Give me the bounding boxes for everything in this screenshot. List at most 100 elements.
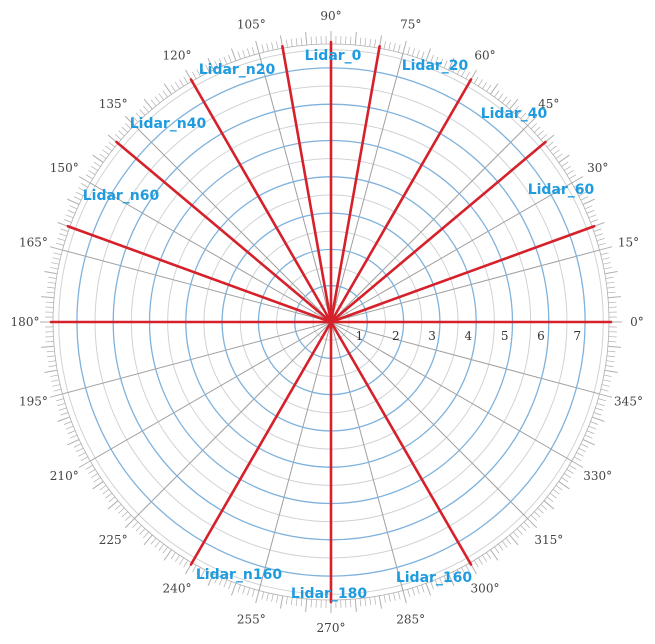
angle-spoke [330, 321, 404, 591]
degree-tick [154, 540, 161, 548]
degree-tick [513, 531, 519, 539]
degree-tick [139, 109, 146, 116]
degree-tick [549, 145, 557, 152]
degree-tick [88, 469, 96, 474]
degree-tick [52, 257, 61, 260]
degree-tick [48, 365, 57, 368]
degree-tick [69, 205, 78, 210]
degree-tick [228, 581, 232, 590]
degree-tick [78, 176, 91, 184]
degree-tick [434, 579, 439, 588]
degree-tick [73, 443, 82, 448]
degree-tick [364, 597, 367, 606]
degree-tick [383, 41, 386, 50]
degree-tick [498, 93, 504, 101]
degree-tick [606, 281, 615, 284]
degree-tick [154, 96, 161, 104]
degree-tick [580, 443, 589, 448]
degree-tick [588, 214, 597, 219]
angle-spoke [330, 182, 573, 323]
degree-tick [78, 460, 91, 468]
degree-tick [174, 554, 180, 563]
angle-labels: 0° 15° 30° 45° 60° 75° 90° 105° 120° 135° 150° 165°… [11, 9, 644, 635]
degree-tick [135, 525, 142, 532]
degree-tick [46, 291, 55, 294]
degree-tick [92, 154, 104, 163]
degree-tick [534, 126, 541, 133]
degree-tick [407, 589, 411, 598]
degree-tick [266, 592, 269, 601]
degree-tick [58, 233, 67, 237]
degree-tick [561, 477, 569, 483]
degree-tick [465, 71, 470, 80]
degree-tick [520, 525, 527, 532]
degree-tick [573, 183, 582, 188]
degree-tick [228, 54, 232, 63]
degree-tick [607, 345, 621, 348]
degree-tick [369, 38, 372, 47]
degree-tick [247, 48, 251, 57]
degree-tick [242, 49, 246, 58]
degree-tick [486, 552, 492, 560]
degree-tick [51, 379, 60, 382]
degree-tick [237, 51, 241, 60]
degree-tick [486, 84, 492, 92]
degree-tick [439, 577, 444, 586]
degree-tick [65, 425, 74, 430]
angle-spoke [134, 321, 332, 519]
radial-label: 2 [392, 329, 400, 343]
degree-tick [588, 425, 597, 430]
degree-tick [571, 460, 584, 468]
degree-tick [397, 44, 401, 53]
degree-tick [558, 481, 570, 490]
degree-tick [55, 398, 64, 402]
degree-tick [600, 388, 609, 392]
degree-tick [482, 554, 488, 563]
degree-tick [558, 154, 570, 163]
degree-tick [192, 564, 197, 573]
degree-tick [69, 434, 78, 439]
degree-tick [607, 350, 616, 353]
degree-tick [527, 518, 538, 529]
degree-tick [600, 252, 609, 256]
degree-tick [163, 83, 172, 95]
degree-tick [388, 42, 391, 51]
degree-tick [448, 573, 455, 586]
degree-tick [196, 69, 201, 77]
degree-tick [300, 37, 303, 46]
degree-tick [397, 591, 401, 600]
degree-tick [443, 575, 448, 584]
degree-tick [50, 374, 59, 377]
lidar-beam [329, 140, 547, 324]
degree-tick [55, 242, 64, 246]
degree-tick [205, 64, 210, 73]
lidar-beams [49, 40, 613, 604]
degree-tick [163, 549, 172, 561]
degree-tick [601, 257, 610, 260]
degree-tick [561, 161, 569, 167]
degree-tick [582, 439, 595, 446]
degree-tick [552, 149, 560, 155]
degree-tick [604, 369, 618, 374]
degree-tick [65, 214, 74, 219]
angle-label: 0° [630, 315, 644, 329]
degree-tick [593, 228, 602, 232]
degree-tick [114, 504, 122, 510]
degree-tick [124, 518, 135, 529]
degree-tick [276, 41, 279, 50]
degree-tick [602, 262, 611, 265]
degree-tick [383, 594, 386, 603]
degree-tick [47, 286, 56, 289]
lidar-beam [115, 140, 333, 324]
degree-tick [279, 595, 284, 609]
degree-tick [114, 134, 122, 140]
degree-tick [170, 84, 176, 92]
degree-tick [271, 593, 274, 602]
degree-tick [421, 584, 425, 593]
degree-tick [41, 296, 55, 299]
degree-tick [546, 496, 554, 503]
radial-label: 7 [573, 329, 581, 343]
degree-tick [595, 407, 604, 411]
degree-tick [411, 587, 415, 596]
